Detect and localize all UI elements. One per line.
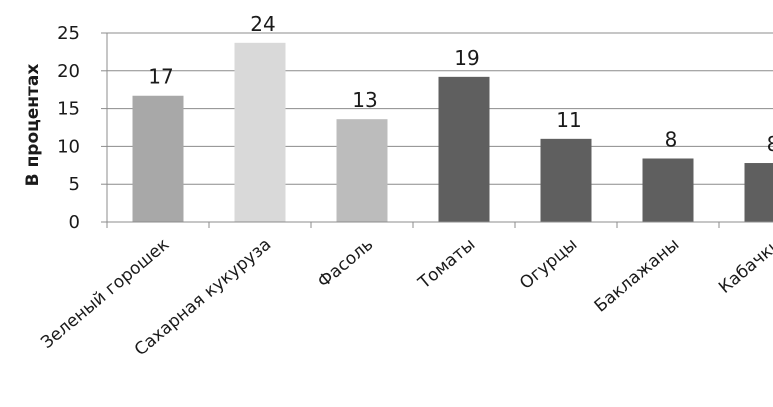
category-label: Фасоль	[314, 235, 377, 293]
bars	[132, 42, 773, 223]
axes	[101, 32, 773, 228]
y-axis-title: В процентах	[23, 64, 43, 187]
category-label: Баклажаны	[591, 235, 683, 317]
data-label: 8	[767, 132, 773, 156]
bar	[234, 42, 286, 222]
data-labels: 17 24 13 19 11 8 8	[148, 12, 773, 156]
data-label: 8	[665, 127, 678, 151]
y-tick-label: 10	[57, 136, 80, 157]
data-label: 13	[352, 88, 377, 112]
y-tick-labels: 0 5 10 15 20 25	[57, 23, 80, 233]
bar	[642, 158, 694, 222]
y-tick-label: 20	[57, 61, 80, 82]
category-label: Огурцы	[516, 235, 581, 294]
data-label: 19	[454, 46, 479, 70]
data-label: 17	[148, 65, 173, 89]
bar	[336, 119, 388, 222]
bar	[540, 138, 592, 222]
y-tick-label: 5	[69, 174, 80, 195]
data-label: 24	[250, 12, 275, 36]
bar	[744, 163, 773, 222]
y-tick-label: 15	[57, 99, 80, 120]
data-label: 11	[556, 108, 581, 132]
bar	[132, 95, 184, 222]
category-label: Томаты	[414, 235, 479, 294]
bar	[438, 76, 490, 223]
y-tick-label: 25	[57, 23, 80, 44]
category-label: Кабачки	[715, 235, 773, 298]
y-tick-label: 0	[69, 212, 80, 233]
